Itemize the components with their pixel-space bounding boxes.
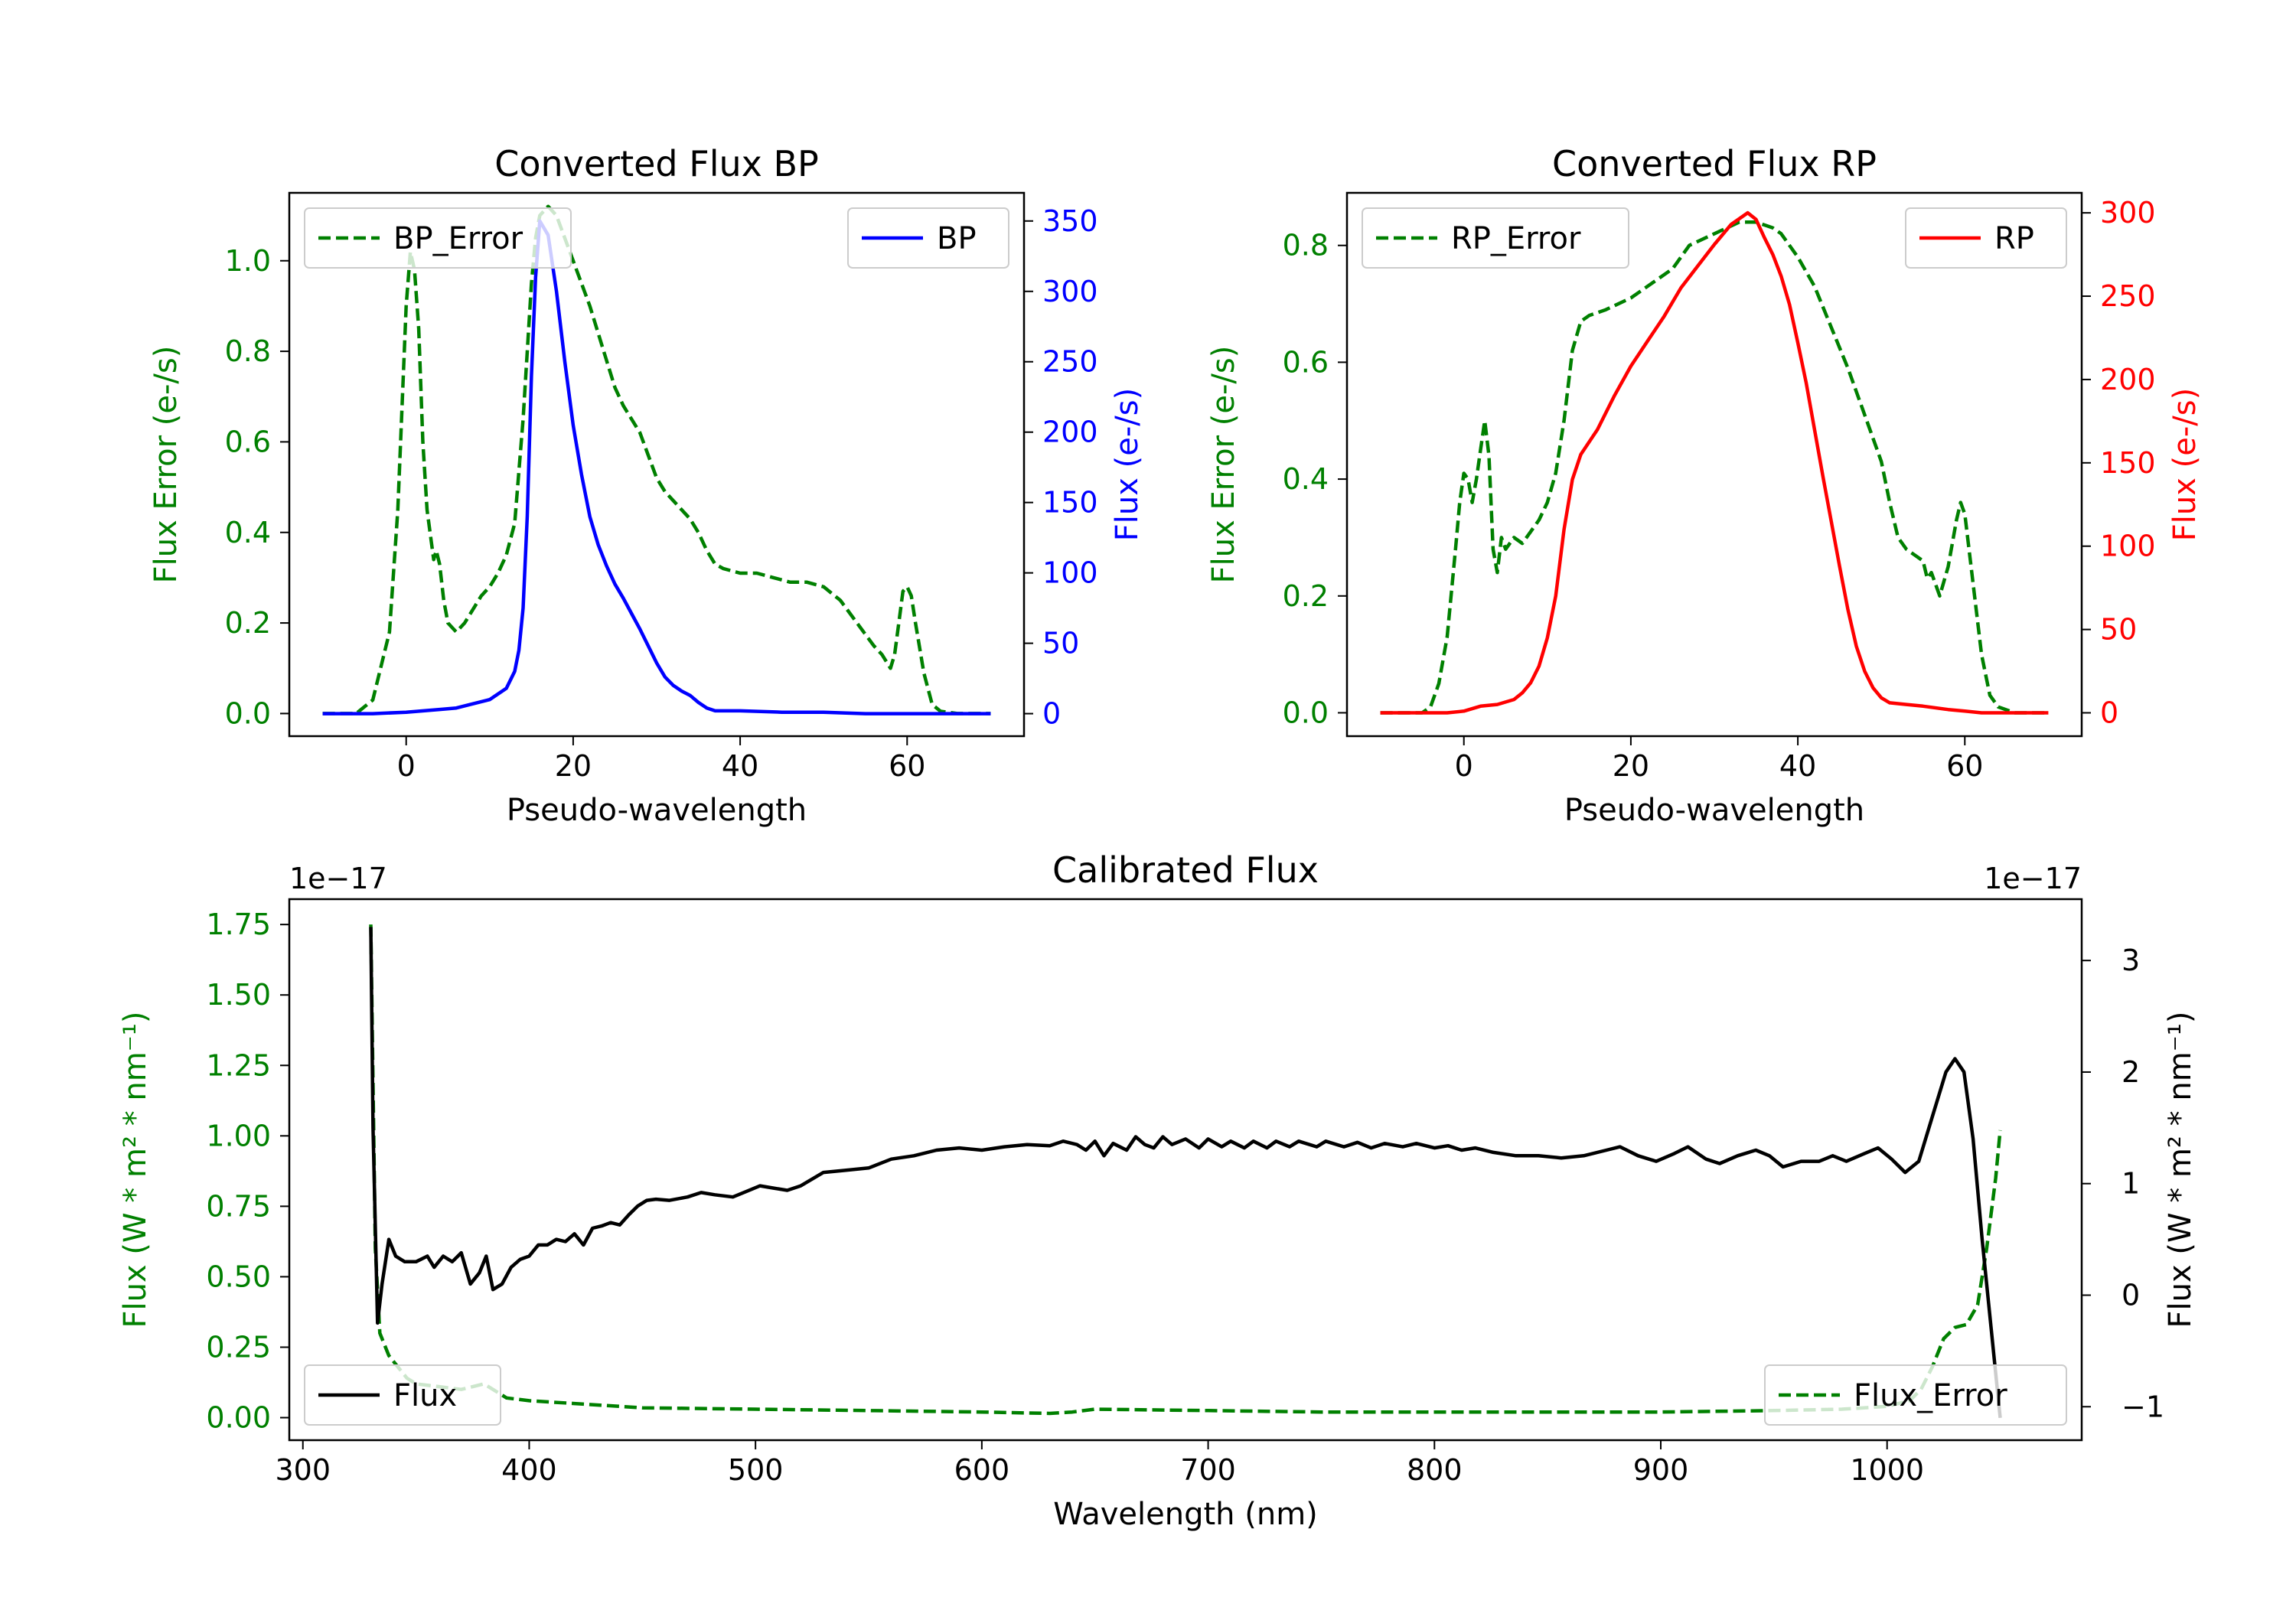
calibrated-x-tick-label: 300	[275, 1453, 331, 1487]
bp-legend-label: BP_Error	[393, 221, 523, 256]
rp-legend-label: RP_Error	[1451, 221, 1581, 256]
calibrated-right-tick-label: 0	[2122, 1278, 2140, 1312]
rp-left-axis-label: Flux Error (e-/s)	[1206, 346, 1241, 584]
bp-legend-label: BP	[937, 221, 977, 256]
calibrated-x-tick-label: 600	[954, 1453, 1010, 1487]
bp-title: Converted Flux BP	[494, 143, 819, 184]
calibrated-left-axis-label: Flux (W * m² * nm⁻¹)	[118, 1012, 153, 1328]
bp-left-tick-label: 1.0	[225, 244, 271, 278]
calibrated-left-tick-label: 0.75	[206, 1189, 271, 1223]
bp-legend-bp-error: BP_Error	[304, 207, 572, 269]
rp-legend-rp-error: RP_Error	[1362, 207, 1629, 269]
calibrated-right-tick-label: −1	[2122, 1390, 2164, 1423]
bp-axes-frame	[288, 191, 1026, 738]
calibrated-left-tick-label: 1.25	[206, 1048, 271, 1082]
rp-series-rp-line	[1380, 210, 2049, 715]
rp-x-tick-label: 60	[1946, 749, 1983, 783]
rp-left-tick-label: 0.0	[1283, 696, 1329, 729]
rp-right-tick-label: 300	[2100, 196, 2156, 230]
bp-x-tick-label: 0	[397, 749, 416, 783]
bp-left-tick-label: 0.4	[225, 516, 271, 549]
rp-left-tick-label: 0.2	[1283, 579, 1329, 613]
calibrated-legend-box	[304, 1364, 501, 1426]
bp-right-tick-label: 100	[1042, 556, 1098, 590]
calibrated-left-tick-label: 0.00	[206, 1401, 271, 1435]
bp-x-tick-label: 40	[722, 749, 758, 783]
bp-legend-bp: BP	[847, 207, 1009, 269]
bp-right-tick-label: 200	[1042, 416, 1098, 449]
rp-right-tick-label: 250	[2100, 279, 2156, 313]
rp-legend-box	[1905, 207, 2067, 269]
calibrated-axes-frame	[288, 898, 2083, 1442]
bp-legend-box	[304, 207, 572, 269]
rp-left-tick-label: 0.6	[1283, 345, 1329, 379]
bp-right-tick-label: 350	[1042, 204, 1098, 238]
bp-panel: Converted Flux BP 0 20 40 60 Pseudo-wavelengt…	[148, 143, 1145, 828]
calibrated-x-tick-label: 800	[1407, 1453, 1463, 1487]
calibrated-left-axis-offset: 1e−17	[289, 862, 387, 895]
calibrated-title: Calibrated Flux	[1052, 849, 1319, 891]
calibrated-x-tick-label: 400	[501, 1453, 557, 1487]
calibrated-x-tick-label: 900	[1633, 1453, 1689, 1487]
bp-legend-box	[847, 207, 1009, 269]
rp-right-axis-label: Flux (e-/s)	[2167, 388, 2203, 541]
rp-title: Converted Flux RP	[1552, 143, 1877, 184]
bp-series-bp-error-line	[322, 204, 991, 715]
rp-right-tick-label: 200	[2100, 363, 2156, 396]
bp-x-axis-label: Pseudo-wavelength	[507, 793, 807, 828]
rp-series-rp-error-line	[1380, 220, 2049, 715]
rp-legend-label: RP	[1994, 221, 2034, 256]
calibrated-x-axis-label: Wavelength (nm)	[1053, 1497, 1318, 1532]
bp-left-axis-label: Flux Error (e-/s)	[148, 346, 184, 584]
calibrated-legend-box	[1764, 1364, 2067, 1426]
bp-right-tick-label: 150	[1042, 486, 1098, 520]
calibrated-left-tick-label: 0.25	[206, 1330, 271, 1364]
calibrated-x-tick-label: 700	[1180, 1453, 1236, 1487]
calibrated-left-tick-label: 1.50	[206, 978, 271, 1012]
calibrated-right-tick-label: 2	[2122, 1055, 2140, 1089]
bp-series-bp-line	[322, 219, 991, 715]
bp-right-tick-label: 50	[1042, 627, 1079, 660]
calibrated-series-flux-line	[369, 927, 2002, 1419]
calibrated-left-tick-label: 1.00	[206, 1119, 271, 1152]
rp-right-tick-label: 100	[2100, 530, 2156, 563]
rp-left-tick-label: 0.8	[1283, 229, 1329, 262]
bp-left-tick-label: 0.8	[225, 334, 271, 368]
calibrated-legend-label: Flux_Error	[1854, 1378, 2007, 1413]
bp-x-tick-label: 20	[555, 749, 592, 783]
bp-x-tick-label: 60	[889, 749, 925, 783]
rp-x-tick-label: 20	[1613, 749, 1649, 783]
bp-right-axis-label: Flux (e-/s)	[1110, 388, 1145, 541]
rp-right-tick-label: 150	[2100, 446, 2156, 480]
rp-axes-frame	[1345, 191, 2083, 738]
calibrated-x-tick-label: 500	[728, 1453, 784, 1487]
bp-right-tick-label: 0	[1042, 697, 1061, 731]
calibrated-panel: Calibrated Flux 300 400 500 600 700 800 900 1000…	[118, 849, 2198, 1532]
calibrated-left-tick-label: 0.50	[206, 1260, 271, 1293]
calibrated-legend-flux-error: Flux_Error	[1764, 1364, 2067, 1426]
rp-right-tick-label: 50	[2100, 613, 2137, 647]
calibrated-right-axis-label: Flux (W * m² * nm⁻¹)	[2163, 1012, 2198, 1328]
rp-x-tick-label: 40	[1779, 749, 1816, 783]
calibrated-x-tick-label: 1000	[1850, 1453, 1924, 1487]
calibrated-right-tick-label: 3	[2122, 944, 2140, 977]
bp-right-tick-label: 300	[1042, 275, 1098, 308]
rp-right-tick-label: 0	[2100, 696, 2118, 730]
calibrated-right-axis-offset: 1e−17	[1984, 862, 2082, 895]
rp-panel: Converted Flux RP 0 20 40 60 Pseudo-wavelengt…	[1206, 143, 2203, 828]
rp-legend-box	[1362, 207, 1629, 269]
rp-x-tick-label: 0	[1455, 749, 1473, 783]
rp-legend-rp: RP	[1905, 207, 2067, 269]
calibrated-legend-label: Flux	[393, 1378, 457, 1413]
rp-x-axis-label: Pseudo-wavelength	[1564, 793, 1864, 828]
bp-right-tick-label: 250	[1042, 345, 1098, 379]
calibrated-left-tick-label: 1.75	[206, 908, 271, 941]
bp-left-tick-label: 0.2	[225, 606, 271, 640]
rp-left-tick-label: 0.4	[1283, 462, 1329, 496]
bp-left-tick-label: 0.0	[225, 696, 271, 730]
calibrated-right-tick-label: 1	[2122, 1167, 2140, 1201]
bp-left-tick-label: 0.6	[225, 425, 271, 458]
calibrated-legend-flux: Flux	[304, 1364, 501, 1426]
